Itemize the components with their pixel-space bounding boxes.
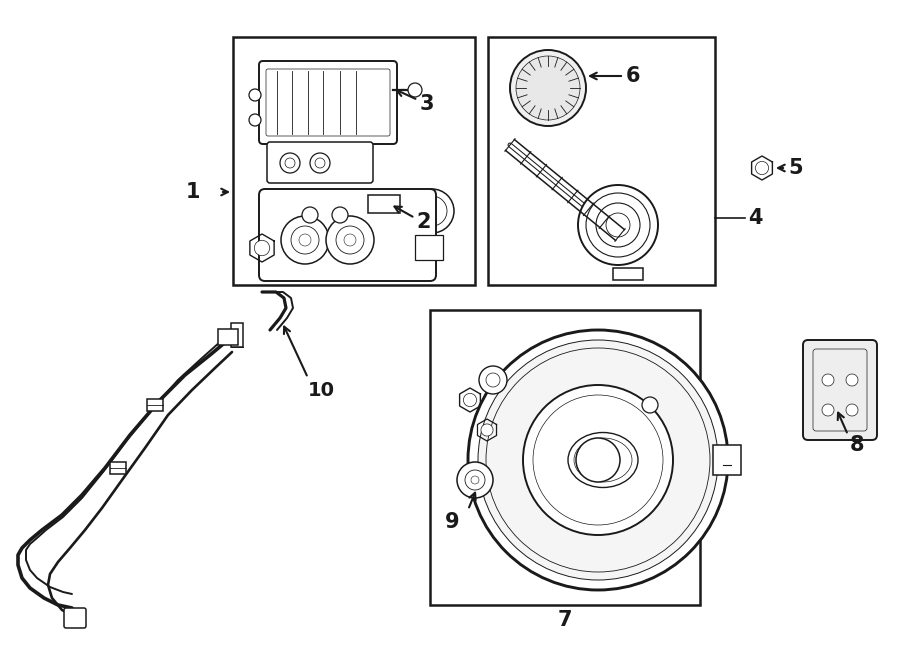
Circle shape — [478, 340, 718, 580]
Bar — [613, 268, 643, 280]
Circle shape — [302, 207, 318, 223]
Text: 3: 3 — [420, 94, 435, 114]
Ellipse shape — [568, 432, 638, 488]
Text: 8: 8 — [850, 435, 865, 455]
Circle shape — [606, 213, 630, 237]
Circle shape — [516, 56, 580, 120]
Circle shape — [481, 424, 493, 436]
Text: 9: 9 — [446, 512, 460, 532]
Circle shape — [465, 470, 485, 490]
Bar — [415, 235, 443, 260]
Circle shape — [596, 203, 640, 247]
Circle shape — [457, 462, 493, 498]
Circle shape — [846, 404, 858, 416]
Circle shape — [249, 89, 261, 101]
Circle shape — [249, 114, 261, 126]
Circle shape — [479, 366, 507, 394]
Ellipse shape — [574, 438, 632, 482]
Circle shape — [486, 373, 500, 387]
Text: 2: 2 — [416, 212, 430, 232]
Circle shape — [417, 196, 447, 226]
Circle shape — [586, 193, 650, 257]
Bar — [488, 37, 715, 285]
Circle shape — [755, 161, 769, 175]
Bar — [233, 37, 475, 285]
Circle shape — [471, 476, 479, 484]
Text: 5: 5 — [788, 158, 803, 178]
Bar — [218, 329, 238, 345]
Bar — [231, 323, 243, 347]
Circle shape — [315, 158, 325, 168]
Circle shape — [533, 395, 663, 525]
Bar — [147, 399, 163, 411]
Text: 1: 1 — [185, 182, 200, 202]
Circle shape — [523, 385, 673, 535]
FancyBboxPatch shape — [64, 608, 86, 628]
Bar — [110, 462, 126, 474]
FancyBboxPatch shape — [267, 142, 373, 183]
Circle shape — [280, 153, 300, 173]
FancyBboxPatch shape — [259, 61, 397, 144]
Circle shape — [486, 348, 710, 572]
Text: 10: 10 — [308, 381, 335, 399]
Circle shape — [285, 158, 295, 168]
Circle shape — [344, 234, 356, 246]
Text: 7: 7 — [558, 610, 572, 630]
Circle shape — [642, 397, 658, 413]
Circle shape — [332, 207, 348, 223]
Text: 6: 6 — [626, 66, 641, 86]
Circle shape — [326, 216, 374, 264]
Circle shape — [281, 216, 329, 264]
FancyBboxPatch shape — [259, 189, 436, 281]
Circle shape — [822, 374, 834, 386]
Circle shape — [576, 438, 620, 482]
Circle shape — [464, 393, 477, 407]
Circle shape — [310, 153, 330, 173]
Bar — [368, 195, 400, 213]
Circle shape — [510, 50, 586, 126]
Circle shape — [299, 234, 311, 246]
Circle shape — [468, 330, 728, 590]
FancyBboxPatch shape — [803, 340, 877, 440]
Circle shape — [336, 226, 364, 254]
Bar — [713, 445, 741, 475]
Circle shape — [408, 83, 422, 97]
Circle shape — [822, 404, 834, 416]
Circle shape — [410, 189, 454, 233]
Circle shape — [846, 374, 858, 386]
Text: 4: 4 — [748, 208, 762, 228]
Circle shape — [255, 241, 270, 256]
Circle shape — [291, 226, 319, 254]
Circle shape — [578, 185, 658, 265]
Bar — [430, 310, 700, 605]
